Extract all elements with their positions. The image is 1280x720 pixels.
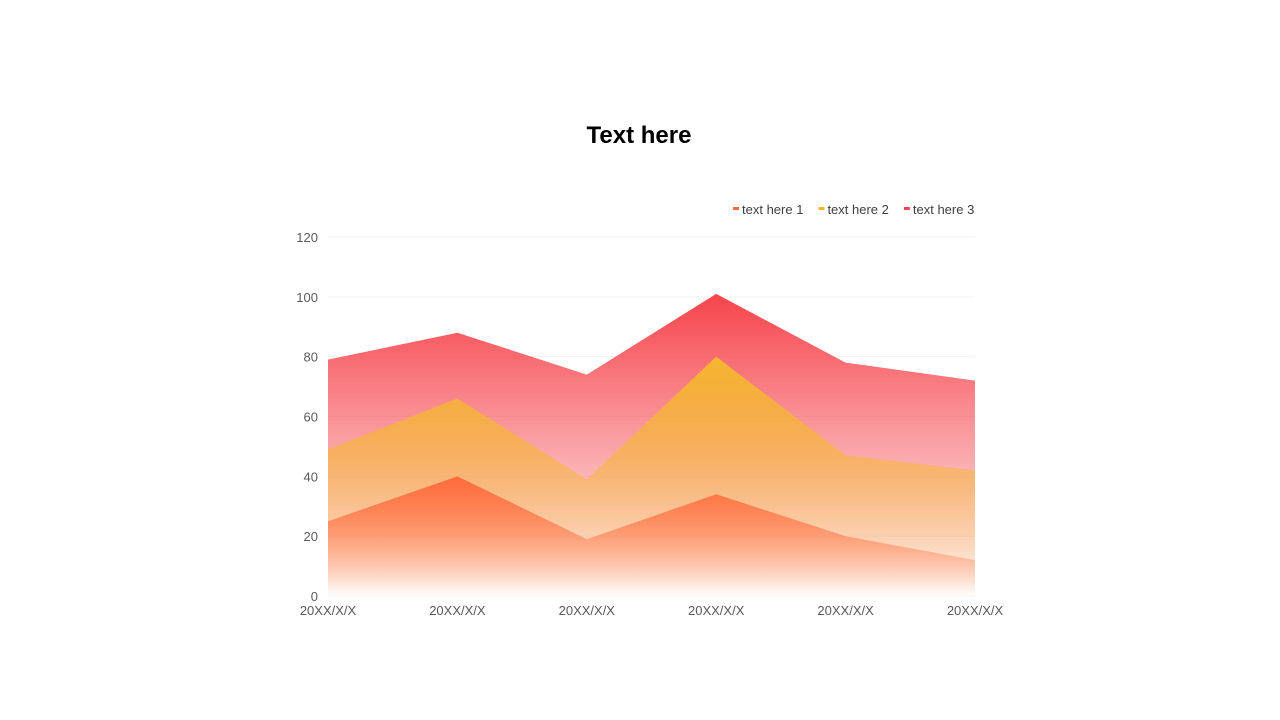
legend-item-label[interactable]: text here 3 [913, 202, 974, 217]
y-tick-label: 120 [296, 230, 318, 245]
legend[interactable]: text here 1 text here 2 text here 3 [733, 202, 974, 217]
x-tick-label: 20XX/X/X [817, 603, 874, 618]
series-area-1 [328, 476, 975, 596]
legend-swatch [818, 207, 825, 210]
y-tick-label: 20 [304, 529, 318, 544]
legend-item-label[interactable]: text here 1 [742, 202, 803, 217]
y-tick-label: 80 [304, 350, 318, 365]
x-tick-label: 20XX/X/X [688, 603, 745, 618]
y-tick-label: 100 [296, 290, 318, 305]
legend-item-label[interactable]: text here 2 [827, 202, 888, 217]
y-tick-label: 60 [304, 410, 318, 425]
y-tick-label: 40 [304, 469, 318, 484]
plot-areas [328, 293, 975, 596]
chart-title: Text here [586, 122, 692, 149]
x-tick-label: 20XX/X/X [559, 603, 616, 618]
legend-swatch [733, 207, 739, 210]
x-tick-label: 20XX/X/X [300, 603, 357, 618]
y-tick-label: 0 [311, 589, 318, 604]
x-tick-label: 20XX/X/X [947, 603, 1004, 618]
legend-swatch [903, 207, 910, 210]
axes: 0 20 40 60 80 100 120 20XX/X/X 20XX/X/X 20XX/X/X 2… [296, 230, 1003, 618]
x-tick-label: 20XX/X/X [429, 603, 486, 618]
